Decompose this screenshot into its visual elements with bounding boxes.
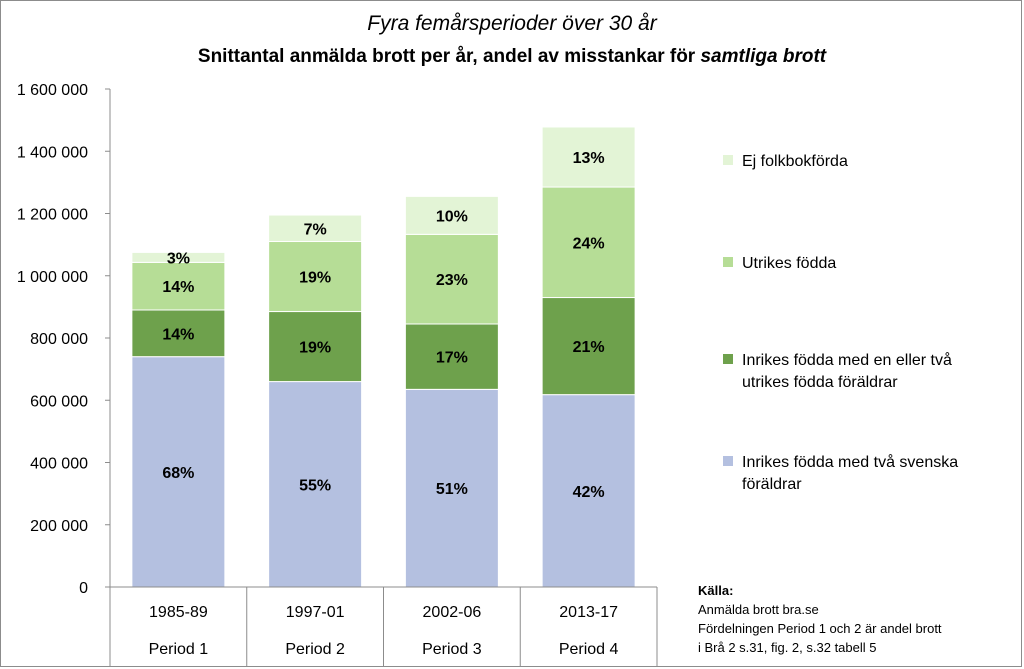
data-label: 51% <box>436 481 468 498</box>
data-label: 7% <box>304 221 327 238</box>
bar-segment <box>541 126 636 188</box>
legend-swatch <box>723 456 733 466</box>
data-label: 68% <box>162 465 194 482</box>
x-tick-label: 2002-06 <box>423 604 482 621</box>
data-label: 55% <box>299 477 331 494</box>
legend-label: utrikes födda föräldrar <box>742 374 898 391</box>
x-tick-label: 1985-89 <box>149 604 208 621</box>
y-tick-label: 600 000 <box>30 393 88 410</box>
source-note: Källa: Anmälda brott bra.se Fördelningen… <box>698 583 942 655</box>
bar-segment <box>404 323 499 390</box>
legend-label: föräldrar <box>742 476 802 493</box>
y-tick-label: 200 000 <box>30 518 88 535</box>
legend-swatch <box>723 155 733 165</box>
legend-label: Inrikes födda med två svenska <box>742 453 958 471</box>
bar-segment <box>131 261 226 311</box>
x-period-label: Period 1 <box>149 641 209 658</box>
data-label: 17% <box>436 350 468 367</box>
bar-segment <box>268 241 363 313</box>
legend-label: Utrikes födda <box>742 255 836 272</box>
data-label: 23% <box>436 272 468 289</box>
source-line: Fördelningen Period 1 och 2 är andel bro… <box>698 621 942 636</box>
data-label: 14% <box>162 326 194 343</box>
data-label: 10% <box>436 208 468 225</box>
data-label: 24% <box>573 235 605 252</box>
x-axis: 1985-89 Period 1 1997-01 Period 2 2002-06 Per… <box>109 586 658 666</box>
y-tick-label: 1 000 000 <box>17 269 88 286</box>
bar-segment <box>404 388 499 588</box>
x-period-label: Period 4 <box>559 641 619 658</box>
legend: Ej folkbokförda Utrikes födda Inrikes född… <box>723 153 958 493</box>
bar-segment <box>131 356 226 588</box>
x-period-label: Period 3 <box>422 641 482 658</box>
chart-subtitle-italic: samtliga brott <box>700 46 826 67</box>
x-tick-label: 2013-17 <box>559 604 618 621</box>
data-label: 42% <box>573 484 605 501</box>
chart-title: Fyra femårsperioder över 30 år <box>367 12 657 35</box>
bar-segment <box>404 233 499 325</box>
bar-segment <box>541 186 636 299</box>
legend-label: Ej folkbokförda <box>742 153 848 170</box>
chart-subtitle: Snittantal anmälda brott per år, andel a… <box>198 46 827 67</box>
data-label: 21% <box>573 339 605 356</box>
data-label: 14% <box>162 279 194 296</box>
legend-swatch <box>723 354 733 364</box>
x-period-label: Period 2 <box>285 641 345 658</box>
bar-segment <box>541 394 636 588</box>
data-label: 13% <box>573 150 605 167</box>
x-tick-label: 1997-01 <box>286 604 345 621</box>
source-title: Källa: <box>698 583 733 598</box>
chart-subtitle-text: Snittantal anmälda brott per år, andel a… <box>198 46 701 67</box>
bar-segment <box>268 214 363 243</box>
bar-segment <box>404 195 499 235</box>
y-tick-label: 1 600 000 <box>17 82 88 99</box>
data-label: 3% <box>167 250 190 267</box>
source-line: Anmälda brott bra.se <box>698 602 819 617</box>
bar-segment <box>131 251 226 263</box>
bar-segment <box>131 309 226 358</box>
bar-segment <box>268 311 363 383</box>
bar-segment <box>541 297 636 396</box>
y-tick-label: 0 <box>79 580 88 597</box>
data-label: 19% <box>299 340 331 357</box>
legend-label: Inrikes födda med en eller två <box>742 351 952 369</box>
bars: 68% 14% 14% 3% 55% 19% 19% 7% 51% 17% 23% 10% 42% 21%… <box>131 126 636 588</box>
y-tick-label: 800 000 <box>30 331 88 348</box>
legend-swatch <box>723 257 733 267</box>
y-tick-label: 1 200 000 <box>17 207 88 224</box>
y-axis: 0 200 000 400 000 600 000 800 000 1 000 000 1 … <box>17 82 111 597</box>
source-line: i Brå 2 s.31, fig. 2, s.32 tabell 5 <box>698 640 877 655</box>
y-tick-label: 1 400 000 <box>17 144 88 161</box>
y-tick-label: 400 000 <box>30 456 88 473</box>
data-label: 19% <box>299 270 331 287</box>
